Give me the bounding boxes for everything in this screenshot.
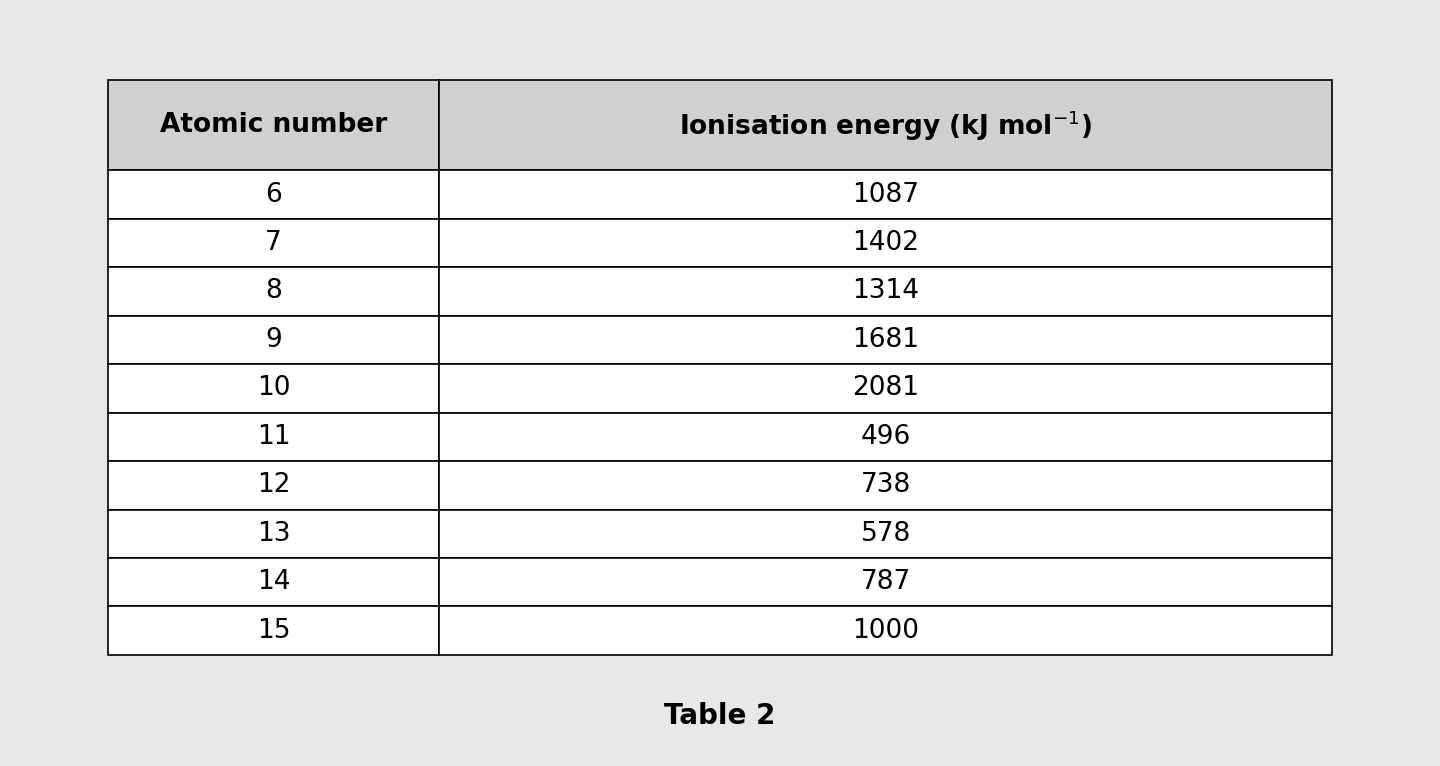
Text: 13: 13	[256, 521, 291, 547]
Text: Ionisation energy (kJ mol$^{-1}$): Ionisation energy (kJ mol$^{-1}$)	[680, 108, 1092, 142]
Bar	[439, 80, 1332, 170]
Bar	[439, 316, 1332, 364]
Bar	[439, 607, 1332, 655]
Bar	[108, 413, 439, 461]
Bar	[108, 80, 439, 170]
Text: 14: 14	[256, 569, 291, 595]
Bar	[108, 316, 439, 364]
Bar	[439, 558, 1332, 607]
Text: 8: 8	[265, 279, 282, 305]
Bar	[108, 509, 439, 558]
Bar	[108, 461, 439, 509]
Bar	[108, 170, 439, 219]
Text: 11: 11	[256, 424, 291, 450]
Bar	[108, 558, 439, 607]
Text: 738: 738	[861, 473, 910, 499]
Bar	[108, 607, 439, 655]
Text: 1314: 1314	[852, 279, 919, 305]
Text: 1681: 1681	[852, 327, 919, 353]
Text: 7: 7	[265, 230, 282, 256]
Text: 496: 496	[861, 424, 910, 450]
Bar	[439, 219, 1332, 267]
Text: 1087: 1087	[852, 182, 919, 208]
Bar	[439, 267, 1332, 316]
Bar	[439, 509, 1332, 558]
Text: 1000: 1000	[852, 617, 919, 643]
Text: 787: 787	[861, 569, 910, 595]
Bar	[108, 267, 439, 316]
Text: Atomic number: Atomic number	[160, 113, 387, 139]
Text: Table 2: Table 2	[664, 702, 776, 730]
Bar	[439, 364, 1332, 413]
Text: 2081: 2081	[852, 375, 919, 401]
Text: 9: 9	[265, 327, 282, 353]
Text: 1402: 1402	[852, 230, 919, 256]
Bar	[439, 170, 1332, 219]
Text: 12: 12	[256, 473, 291, 499]
Bar	[439, 461, 1332, 509]
Text: 10: 10	[256, 375, 291, 401]
Text: 578: 578	[861, 521, 910, 547]
Text: 6: 6	[265, 182, 282, 208]
Bar	[439, 413, 1332, 461]
Bar	[108, 364, 439, 413]
Text: 15: 15	[256, 617, 291, 643]
Bar	[108, 219, 439, 267]
